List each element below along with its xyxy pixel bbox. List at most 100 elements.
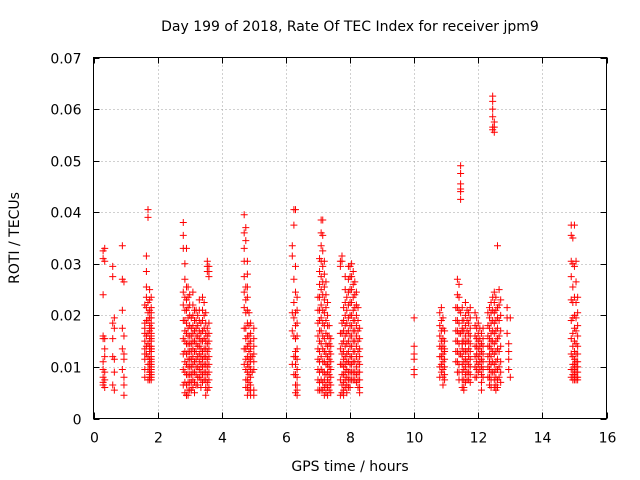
data-point xyxy=(346,384,354,392)
data-point xyxy=(457,195,465,203)
data-point xyxy=(250,350,258,358)
data-point xyxy=(319,262,327,270)
x-tick-label: 14 xyxy=(534,431,552,447)
data-point xyxy=(293,366,301,374)
data-point xyxy=(118,324,126,332)
data-point xyxy=(356,376,364,384)
data-point xyxy=(441,363,449,371)
data-point xyxy=(147,335,155,343)
data-point xyxy=(293,391,301,399)
data-point xyxy=(293,319,301,327)
x-tick-label: 4 xyxy=(218,431,227,447)
data-point xyxy=(190,389,198,397)
data-point xyxy=(290,314,298,322)
data-point xyxy=(572,257,580,265)
data-point xyxy=(327,366,335,374)
data-point xyxy=(327,373,335,381)
data-point xyxy=(327,350,335,358)
data-point xyxy=(436,309,444,317)
data-point xyxy=(147,376,155,384)
data-point xyxy=(288,327,296,335)
data-point xyxy=(466,355,474,363)
data-point xyxy=(243,270,251,278)
data-point xyxy=(293,293,301,301)
x-axis-label: GPS time / hours xyxy=(291,459,408,475)
data-point xyxy=(291,360,299,368)
data-point xyxy=(492,293,500,301)
data-point xyxy=(184,391,192,399)
data-point xyxy=(194,311,202,319)
y-axis-label: ROTI / TECUs xyxy=(7,192,23,284)
data-point xyxy=(441,355,449,363)
data-point xyxy=(322,278,330,286)
data-point xyxy=(120,355,128,363)
data-point xyxy=(205,319,213,327)
data-point xyxy=(205,376,213,384)
data-point xyxy=(181,260,189,268)
data-point xyxy=(290,221,298,229)
data-point xyxy=(327,389,335,397)
data-point xyxy=(574,350,582,358)
data-point xyxy=(293,355,301,363)
data-point xyxy=(505,340,513,348)
data-point xyxy=(327,381,335,389)
data-point xyxy=(348,298,356,306)
data-point xyxy=(471,309,479,317)
data-point xyxy=(240,288,248,296)
data-point xyxy=(455,280,463,288)
data-point xyxy=(503,329,511,337)
data-point xyxy=(352,311,360,319)
data-point xyxy=(118,306,126,314)
data-point xyxy=(466,371,474,379)
data-point xyxy=(291,262,299,270)
data-points xyxy=(99,92,582,399)
data-point xyxy=(343,306,351,314)
data-point xyxy=(250,358,258,366)
data-point xyxy=(574,293,582,301)
data-point xyxy=(356,353,364,361)
data-point xyxy=(144,213,152,221)
data-point xyxy=(497,311,505,319)
data-point xyxy=(120,332,128,340)
data-point xyxy=(495,373,503,381)
data-point xyxy=(489,113,497,121)
data-point xyxy=(101,353,109,361)
data-point xyxy=(348,286,356,294)
data-point xyxy=(356,360,364,368)
data-point xyxy=(243,257,251,265)
data-point xyxy=(120,373,128,381)
data-point xyxy=(570,221,578,229)
y-tick-label: 0.04 xyxy=(50,206,81,222)
data-point xyxy=(182,244,190,252)
data-point xyxy=(439,381,447,389)
data-point xyxy=(495,347,503,355)
data-point xyxy=(146,286,154,294)
data-point xyxy=(203,324,211,332)
data-point xyxy=(505,355,513,363)
data-point xyxy=(179,219,187,227)
data-point xyxy=(144,206,152,214)
y-tick-label: 0.06 xyxy=(50,103,81,119)
data-point xyxy=(101,376,109,384)
y-tick-label: 0.03 xyxy=(50,258,81,274)
data-point xyxy=(247,319,255,327)
x-tick-label: 12 xyxy=(470,431,488,447)
data-point xyxy=(356,324,364,332)
data-point xyxy=(455,293,463,301)
data-point xyxy=(240,211,248,219)
y-tick-label: 0.07 xyxy=(50,52,81,68)
data-point xyxy=(477,329,485,337)
data-point xyxy=(466,347,474,355)
data-point xyxy=(240,229,248,237)
data-point xyxy=(317,242,325,250)
data-point xyxy=(291,288,299,296)
data-point xyxy=(327,335,335,343)
axis-ticks xyxy=(93,57,608,420)
data-point xyxy=(205,353,213,361)
data-point xyxy=(466,324,474,332)
data-point xyxy=(240,244,248,252)
data-point xyxy=(200,298,208,306)
data-point xyxy=(245,309,253,317)
data-point xyxy=(410,314,418,322)
data-point xyxy=(317,314,325,322)
